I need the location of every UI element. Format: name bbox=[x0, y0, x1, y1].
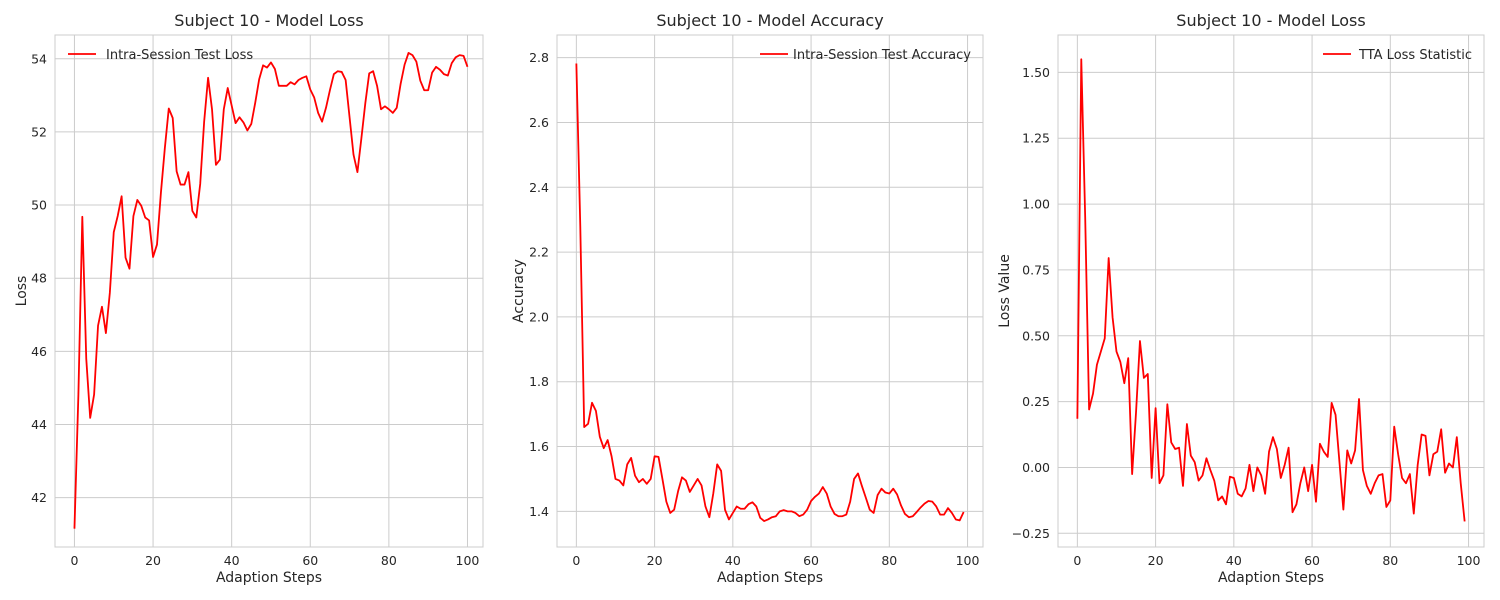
y-tick-label: 1.8 bbox=[529, 374, 549, 389]
x-axis-label: Adaption Steps bbox=[216, 570, 322, 586]
y-tick-label: 2.6 bbox=[529, 115, 549, 130]
grid-lines bbox=[1058, 35, 1484, 547]
y-tick-label: 54 bbox=[31, 51, 47, 66]
x-tick-label: 40 bbox=[1226, 553, 1242, 568]
y-tick-label: 46 bbox=[31, 344, 47, 359]
chart-panel-tta-loss: Subject 10 - Model Loss 0 20 40 60 80 100 −0.… bbox=[997, 11, 1485, 586]
x-tick-label: 40 bbox=[224, 553, 240, 568]
y-axis-label: Loss bbox=[14, 276, 30, 307]
legend: Intra-Session Test Loss bbox=[68, 48, 253, 63]
chart-title: Subject 10 - Model Loss bbox=[1176, 11, 1365, 30]
grid-lines bbox=[557, 35, 983, 547]
axes-frame bbox=[54, 34, 484, 548]
y-tick-label: 1.50 bbox=[1022, 65, 1050, 80]
x-tick-labels: 0 20 40 60 80 100 bbox=[572, 553, 979, 568]
series-line-intra-session-test-accuracy bbox=[575, 63, 965, 522]
axes-frame bbox=[1057, 34, 1485, 548]
x-axis-label: Adaption Steps bbox=[717, 570, 823, 586]
y-tick-label: 0.25 bbox=[1022, 394, 1050, 409]
y-tick-labels: 42 44 46 48 50 52 54 bbox=[31, 51, 47, 505]
x-tick-label: 0 bbox=[70, 553, 78, 568]
y-tick-label: 0.50 bbox=[1022, 328, 1050, 343]
y-tick-label: 1.25 bbox=[1022, 131, 1050, 146]
chart-panel-accuracy: Subject 10 - Model Accuracy 0 20 40 60 80 100… bbox=[511, 11, 984, 586]
y-tick-label: 2.4 bbox=[529, 180, 549, 195]
y-tick-label: 0.75 bbox=[1022, 262, 1050, 277]
legend: Intra-Session Test Accuracy bbox=[760, 48, 971, 63]
x-tick-label: 0 bbox=[1073, 553, 1081, 568]
y-tick-label: 1.4 bbox=[529, 504, 549, 519]
series-line-tta-loss-statistic bbox=[1076, 58, 1466, 522]
x-tick-label: 40 bbox=[725, 553, 741, 568]
y-tick-labels: 1.4 1.6 1.8 2.0 2.2 2.4 2.6 2.8 bbox=[529, 50, 549, 519]
y-axis-label: Accuracy bbox=[511, 259, 527, 323]
grid-lines bbox=[55, 35, 483, 547]
y-tick-label: 2.8 bbox=[529, 50, 549, 65]
x-tick-label: 80 bbox=[1382, 553, 1398, 568]
x-tick-label: 100 bbox=[1457, 553, 1481, 568]
chart-panel-loss: Subject 10 - Model Loss 0 20 40 60 80 100 424… bbox=[14, 11, 484, 586]
axes-frame bbox=[556, 34, 984, 548]
x-tick-label: 60 bbox=[1304, 553, 1320, 568]
legend: TTA Loss Statistic bbox=[1323, 48, 1472, 63]
series-line-intra-session-test-loss bbox=[73, 52, 469, 529]
y-tick-label: 44 bbox=[31, 417, 47, 432]
x-tick-labels: 0 20 40 60 80 100 bbox=[70, 553, 479, 568]
y-tick-label: 48 bbox=[31, 271, 47, 286]
x-tick-labels: 0 20 40 60 80 100 bbox=[1073, 553, 1480, 568]
y-tick-label: 50 bbox=[31, 198, 47, 213]
chart-title: Subject 10 - Model Loss bbox=[174, 11, 363, 30]
y-tick-label: 1.6 bbox=[529, 439, 549, 454]
y-tick-label: 0.00 bbox=[1022, 460, 1050, 475]
y-tick-label: 2.2 bbox=[529, 245, 549, 260]
x-tick-label: 100 bbox=[456, 553, 480, 568]
x-tick-label: 80 bbox=[881, 553, 897, 568]
x-tick-label: 20 bbox=[145, 553, 161, 568]
x-axis-label: Adaption Steps bbox=[1218, 570, 1324, 586]
legend-label: TTA Loss Statistic bbox=[1358, 48, 1472, 63]
x-tick-label: 80 bbox=[381, 553, 397, 568]
x-tick-label: 0 bbox=[572, 553, 580, 568]
y-tick-labels: −0.25 0.00 0.25 0.50 0.75 1.00 1.25 1.50 bbox=[1012, 65, 1050, 541]
y-tick-label: 2.0 bbox=[529, 309, 549, 324]
x-tick-label: 60 bbox=[803, 553, 819, 568]
legend-label: Intra-Session Test Loss bbox=[106, 48, 253, 63]
chart-title: Subject 10 - Model Accuracy bbox=[656, 11, 883, 30]
y-tick-label: 42 bbox=[31, 490, 47, 505]
x-tick-label: 20 bbox=[1148, 553, 1164, 568]
legend-label: Intra-Session Test Accuracy bbox=[793, 48, 971, 63]
y-tick-label: 1.00 bbox=[1022, 197, 1050, 212]
x-tick-label: 60 bbox=[302, 553, 318, 568]
x-tick-label: 20 bbox=[647, 553, 663, 568]
y-axis-label: Loss Value bbox=[997, 254, 1013, 328]
y-tick-label: 52 bbox=[31, 124, 47, 139]
x-tick-label: 100 bbox=[956, 553, 980, 568]
y-tick-label: −0.25 bbox=[1012, 526, 1050, 541]
